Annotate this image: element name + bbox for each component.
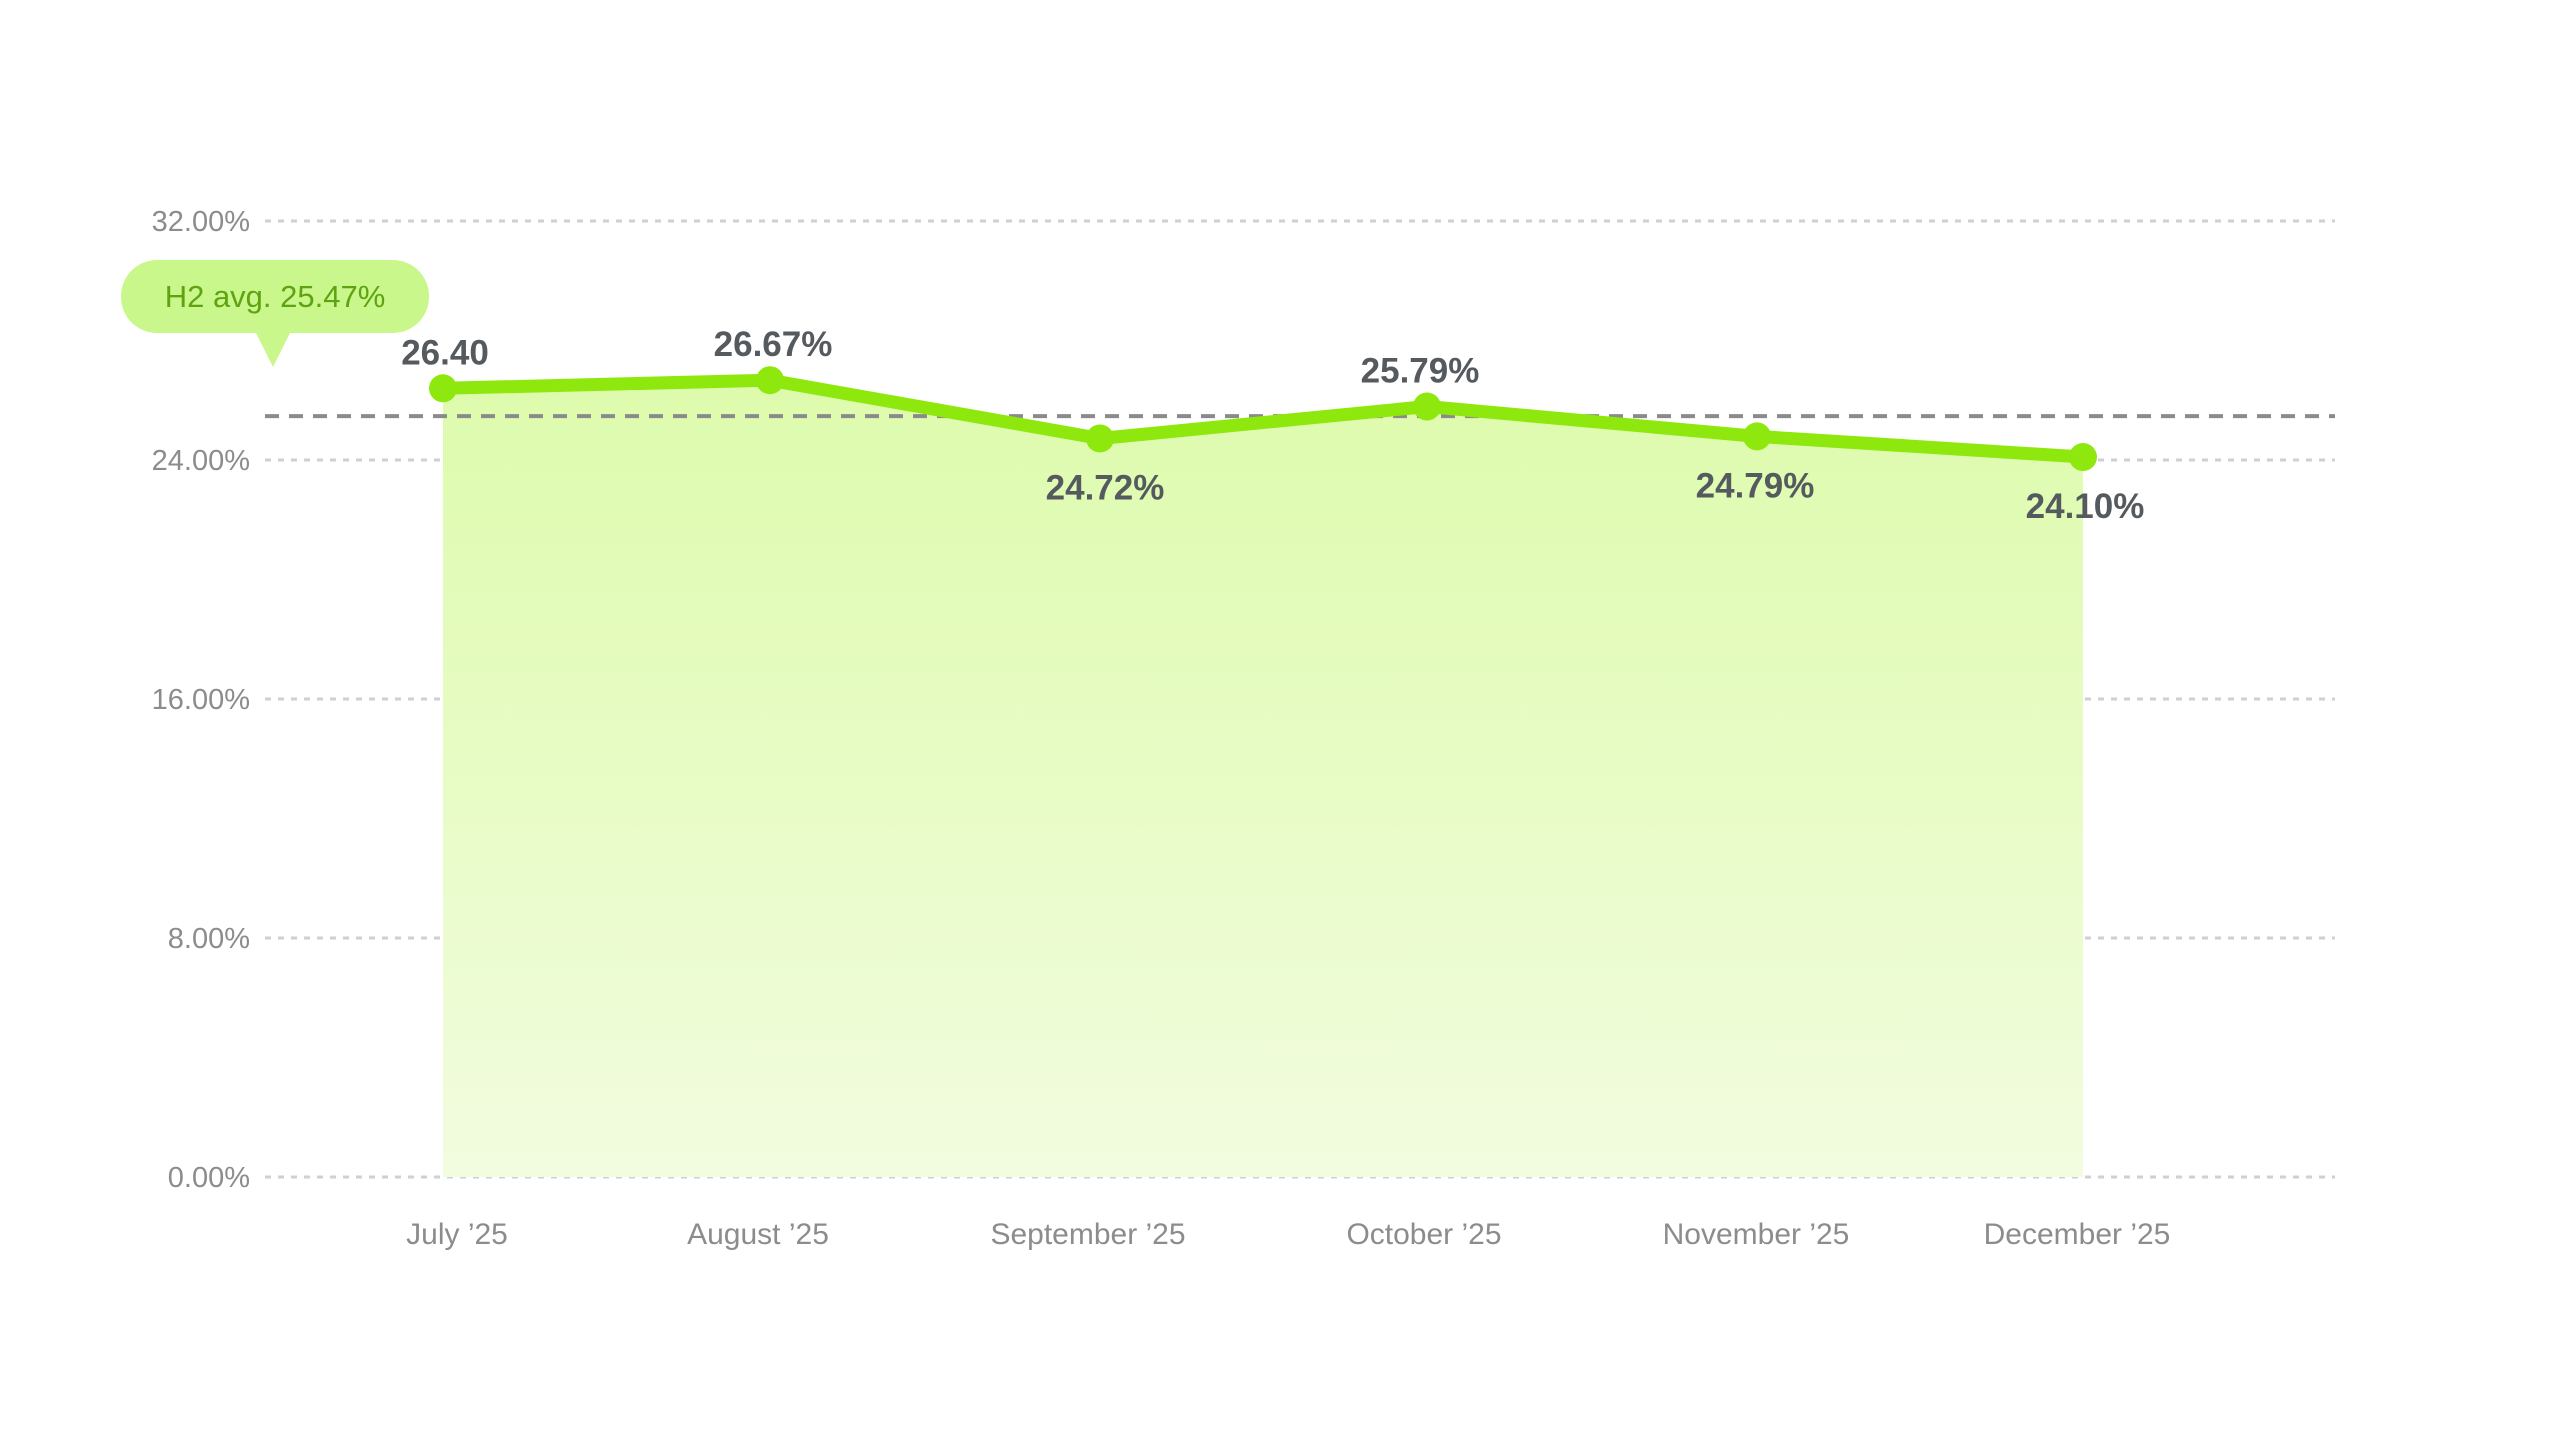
data-point [429,374,457,403]
x-tick-label: November ’25 [1663,1218,1850,1251]
data-label: 24.10% [2026,487,2145,526]
average-badge-label: H2 avg. 25.47% [165,279,386,314]
data-label: 24.79% [1696,466,1815,505]
series-line [436,373,2090,464]
data-point [1086,424,1114,453]
x-tick-label: October ’25 [1346,1218,1501,1251]
x-tick-label: September ’25 [990,1218,1185,1251]
data-points [429,366,2097,472]
y-axis-ticks: 0.00% 8.00% 16.00% 24.00% 32.00% [152,206,250,1194]
y-tick-label: 16.00% [152,684,250,716]
x-tick-label: July ’25 [406,1218,508,1251]
data-labels: 26.40 26.67% 24.72% 25.79% 24.79% 24.10% [401,325,2144,526]
y-tick-label: 8.00% [168,923,250,955]
data-point [2069,443,2097,472]
average-badge-bg [121,260,429,333]
data-label: 25.79% [1361,352,1480,391]
data-label: 26.67% [714,325,833,364]
data-point [1413,392,1441,421]
data-point [756,366,784,395]
data-label: 24.72% [1046,468,1165,507]
data-label: 26.40 [401,333,489,372]
y-tick-label: 24.00% [152,445,250,477]
average-badge: H2 avg. 25.47% [121,260,429,367]
average-badge-tail [255,331,291,367]
x-axis-labels: July ’25 August ’25 September ’25 October ’… [406,1218,2170,1251]
y-tick-label: 0.00% [168,1162,250,1194]
area-fill [443,380,2083,1177]
data-point [1743,422,1771,451]
x-tick-label: August ’25 [687,1218,829,1251]
y-tick-label: 32.00% [152,206,250,238]
x-tick-label: December ’25 [1984,1218,2171,1251]
